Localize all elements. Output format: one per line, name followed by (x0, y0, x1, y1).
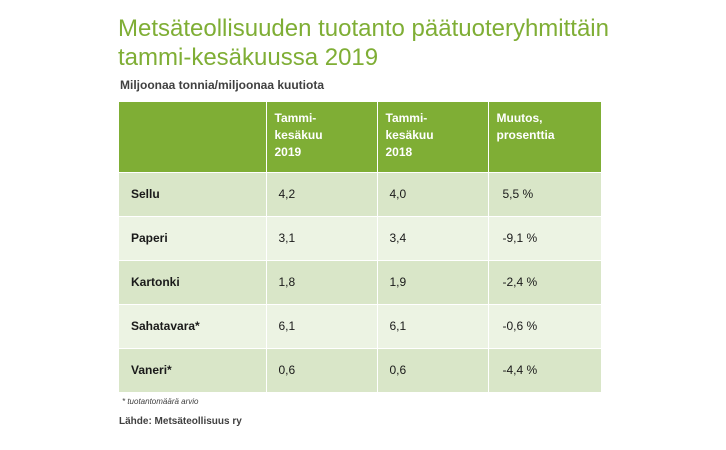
cell-change: 5,5 % (487, 171, 601, 216)
cell-2019: 6,1 (265, 303, 377, 348)
table-row: Sellu 4,2 4,0 5,5 % (119, 171, 601, 216)
title-line-2: tammi-kesäkuussa 2019 (118, 44, 379, 71)
header-2018: Tammi-kesäkuu 2018 (376, 102, 488, 172)
cell-change: -2,4 % (487, 259, 601, 304)
table-row: Kartonki 1,8 1,9 -2,4 % (119, 259, 601, 304)
table-row: Paperi 3,1 3,4 -9,1 % (119, 215, 601, 260)
header-change: Muutos, prosenttia (487, 102, 601, 172)
row-label: Kartonki (119, 259, 266, 304)
cell-2019: 0,6 (265, 347, 377, 392)
row-label: Paperi (119, 215, 266, 260)
cell-2018: 4,0 (376, 171, 488, 216)
source-label: Lähde: Metsäteollisuus ry (119, 416, 242, 427)
cell-2019: 4,2 (265, 171, 377, 216)
page-title: Metsäteollisuuden tuotanto päätuoteryhmi… (118, 14, 708, 72)
cell-2018: 3,4 (376, 215, 488, 260)
header-product (119, 102, 266, 172)
cell-2018: 0,6 (376, 347, 488, 392)
cell-2018: 1,9 (376, 259, 488, 304)
header-2019: Tammi-kesäkuu 2019 (265, 102, 377, 172)
cell-change: -0,6 % (487, 303, 601, 348)
production-table: Tammi-kesäkuu 2019 Tammi-kesäkuu 2018 Muut… (119, 102, 601, 392)
footnote: * tuotantomäärä arvio (122, 397, 199, 406)
table-header-row: Tammi-kesäkuu 2019 Tammi-kesäkuu 2018 Muut… (119, 102, 601, 172)
row-label: Vaneri* (119, 347, 266, 392)
table-row: Sahatavara* 6,1 6,1 -0,6 % (119, 303, 601, 348)
title-line-1: Metsäteollisuuden tuotanto päätuoteryhmi… (118, 15, 609, 42)
cell-2019: 3,1 (265, 215, 377, 260)
cell-2019: 1,8 (265, 259, 377, 304)
cell-change: -9,1 % (487, 215, 601, 260)
row-label: Sahatavara* (119, 303, 266, 348)
row-label: Sellu (119, 171, 266, 216)
cell-change: -4,4 % (487, 347, 601, 392)
units-label: Miljoonaa tonnia/miljoonaa kuutiota (120, 78, 325, 92)
table-row: Vaneri* 0,6 0,6 -4,4 % (119, 347, 601, 392)
cell-2018: 6,1 (376, 303, 488, 348)
